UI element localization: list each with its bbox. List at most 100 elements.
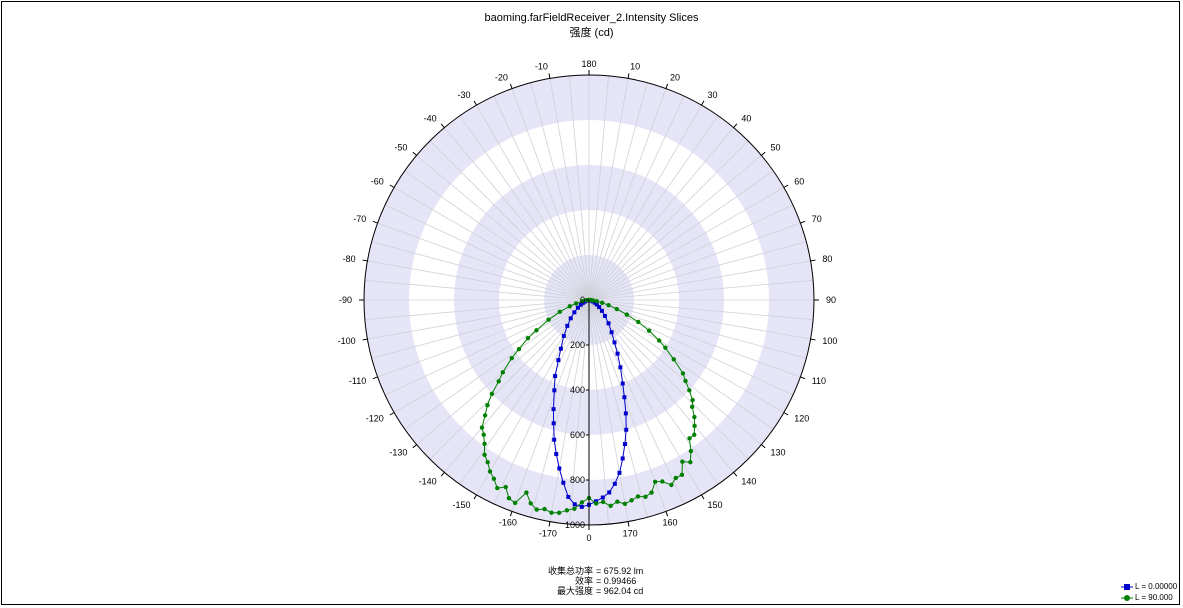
data-point	[615, 499, 620, 504]
legend-item-l0: L = 0.00000	[1121, 581, 1177, 592]
angle-gridline	[588, 299, 774, 430]
data-point	[687, 388, 692, 393]
angle-tick-mark	[665, 83, 669, 89]
angle-tick-label: 120	[794, 414, 809, 424]
stat-total-power-label: 收集总功率	[547, 566, 593, 576]
angle-gridline	[530, 82, 590, 301]
data-point	[615, 351, 620, 356]
angle-tick-mark	[783, 184, 789, 188]
angle-tick-mark	[509, 511, 513, 517]
series-1	[479, 297, 697, 515]
angle-tick-label: 60	[794, 177, 804, 187]
angle-gridline	[588, 299, 667, 512]
angle-gridline	[588, 155, 762, 301]
data-point	[572, 310, 577, 315]
legend-item-l90: L = 90.000	[1121, 592, 1177, 603]
chart-subtitle: 强度 (cd)	[569, 27, 614, 39]
stat-total-power-value: = 675.92 lm	[596, 566, 644, 576]
data-point	[572, 506, 577, 511]
angle-tick-mark	[701, 100, 705, 106]
data-point	[556, 510, 562, 515]
data-point	[618, 365, 623, 370]
angle-gridline	[416, 155, 590, 301]
stat-max-intensity-value: = 962.04 cd	[596, 586, 644, 596]
data-point	[516, 346, 522, 352]
angle-gridline	[588, 299, 814, 321]
data-point	[636, 319, 641, 325]
angle-gridline	[476, 104, 590, 301]
data-point	[578, 302, 583, 307]
angle-gridline	[364, 299, 590, 321]
angle-gridline	[371, 241, 590, 301]
data-point	[597, 305, 602, 310]
angle-tick-mark	[783, 412, 789, 416]
angle-tick-mark	[701, 494, 705, 500]
angle-gridline	[404, 170, 590, 301]
data-point	[557, 309, 562, 315]
data-point	[652, 479, 658, 485]
angle-gridline	[588, 260, 811, 301]
angle-tick-label: 30	[708, 90, 718, 100]
angle-gridline	[549, 78, 590, 301]
angle-tick-label: -170	[539, 528, 557, 538]
angle-tick-mark	[440, 123, 445, 128]
angle-tick-mark	[389, 184, 395, 188]
angle-gridline	[384, 299, 590, 396]
data-point	[495, 485, 500, 491]
angle-gridline	[377, 222, 590, 301]
legend-label-l0: L = 0.00000	[1135, 582, 1178, 591]
angle-gridline	[384, 204, 590, 301]
angle-tick-label: 160	[663, 518, 678, 528]
angle-tick-label: -100	[338, 336, 356, 346]
angle-gridline	[588, 299, 734, 473]
data-point	[606, 303, 611, 308]
series-line	[552, 299, 627, 508]
angle-tick-label: 80	[822, 254, 832, 264]
angle-gridline	[377, 299, 590, 378]
data-point	[669, 482, 674, 488]
angle-tick-mark	[800, 220, 806, 224]
angle-gridline	[588, 299, 610, 525]
angle-gridline	[568, 299, 590, 525]
angle-gridline	[588, 140, 749, 301]
data-point	[567, 304, 572, 309]
angle-tick-mark	[362, 338, 368, 341]
data-point	[646, 328, 652, 333]
angle-tick-label: 150	[708, 500, 723, 510]
stat-max-intensity-label: 最大强度	[556, 586, 593, 596]
angle-gridline	[588, 299, 749, 460]
angle-tick-label: 180	[581, 59, 596, 69]
angle-gridline	[588, 95, 685, 301]
angle-gridline	[393, 187, 590, 301]
data-point	[692, 414, 697, 420]
data-point	[524, 490, 529, 495]
angle-gridline	[588, 222, 801, 301]
data-point	[624, 312, 630, 317]
data-point	[680, 459, 685, 464]
data-point	[580, 298, 585, 304]
angle-gridline	[588, 104, 702, 301]
data-point	[489, 391, 495, 396]
data-point	[617, 470, 622, 475]
data-point	[671, 357, 676, 362]
radial-tick-label: 1000	[565, 520, 585, 530]
angle-gridline	[588, 299, 648, 518]
angle-gridline	[588, 115, 719, 301]
data-point	[622, 395, 627, 400]
angle-tick-label: -70	[353, 214, 366, 224]
angle-tick-label: 50	[771, 143, 781, 153]
radial-tick-label: 0	[580, 295, 585, 305]
data-point	[635, 494, 641, 499]
data-point	[482, 452, 487, 458]
data-point	[557, 466, 562, 471]
data-point	[479, 425, 485, 430]
angle-tick-mark	[665, 511, 669, 517]
angle-gridline	[444, 299, 590, 473]
angle-gridline	[393, 299, 590, 413]
data-point	[549, 510, 554, 515]
data-point	[546, 317, 551, 322]
angle-gridline	[588, 299, 762, 445]
angle-tick-mark	[412, 151, 417, 156]
angle-gridline	[530, 299, 590, 518]
data-point	[622, 501, 628, 507]
